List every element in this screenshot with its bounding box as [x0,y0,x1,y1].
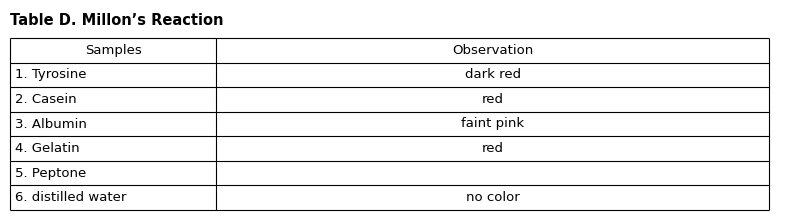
Text: dark red: dark red [465,68,521,81]
Text: red: red [482,142,503,155]
Text: 4. Gelatin: 4. Gelatin [15,142,80,155]
Text: red: red [482,93,503,106]
Text: Observation: Observation [452,44,534,57]
Text: faint pink: faint pink [461,117,524,130]
Text: 2. Casein: 2. Casein [15,93,77,106]
Text: 6. distilled water: 6. distilled water [15,191,126,204]
Text: 5. Peptone: 5. Peptone [15,167,86,180]
Text: 1. Tyrosine: 1. Tyrosine [15,68,86,81]
Text: 3. Albumin: 3. Albumin [15,117,87,130]
Text: Table D. Millon’s Reaction: Table D. Millon’s Reaction [10,13,224,28]
Text: Samples: Samples [85,44,141,57]
Text: no color: no color [466,191,519,204]
